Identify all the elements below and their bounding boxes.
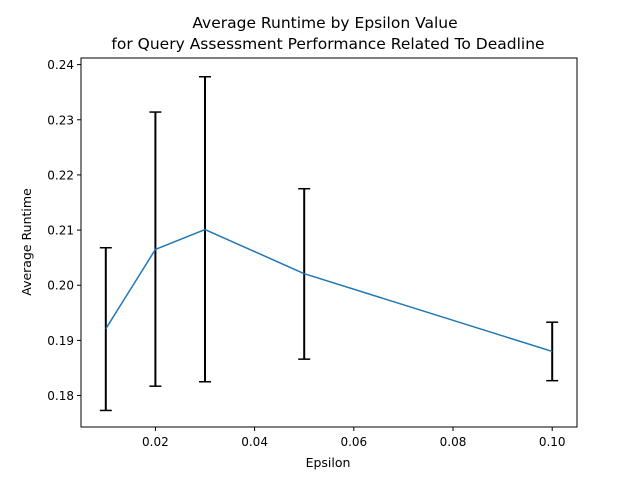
y-tick-label: 0.24 xyxy=(47,58,74,72)
y-tick-label: 0.23 xyxy=(47,113,74,127)
x-tick-label: 0.02 xyxy=(142,435,169,449)
y-tick-label: 0.18 xyxy=(47,389,74,403)
y-tick-label: 0.22 xyxy=(47,168,74,182)
y-tick-label: 0.21 xyxy=(47,224,74,238)
y-axis-label: Average Runtime xyxy=(19,188,34,296)
x-tick-label: 0.04 xyxy=(241,435,268,449)
y-tick-label: 0.19 xyxy=(47,334,74,348)
plot-area xyxy=(80,57,578,428)
series-layer xyxy=(105,228,553,353)
chart-subtitle: for Query Assessment Performance Related… xyxy=(111,35,544,53)
chart-title: Average Runtime by Epsilon Value xyxy=(192,14,457,32)
x-axis-label: Epsilon xyxy=(306,455,351,470)
x-tick-label: 0.06 xyxy=(340,435,367,449)
y-axis-ticks: 0.18 0.19 0.20 0.21 0.22 0.23 0.24 xyxy=(47,58,81,403)
y-tick-label: 0.20 xyxy=(47,279,74,293)
x-axis-ticks: 0.02 0.04 0.06 0.08 0.10 xyxy=(142,427,566,449)
x-tick-label: 0.08 xyxy=(440,435,467,449)
series-line xyxy=(105,228,553,353)
x-tick-label: 0.10 xyxy=(539,435,566,449)
